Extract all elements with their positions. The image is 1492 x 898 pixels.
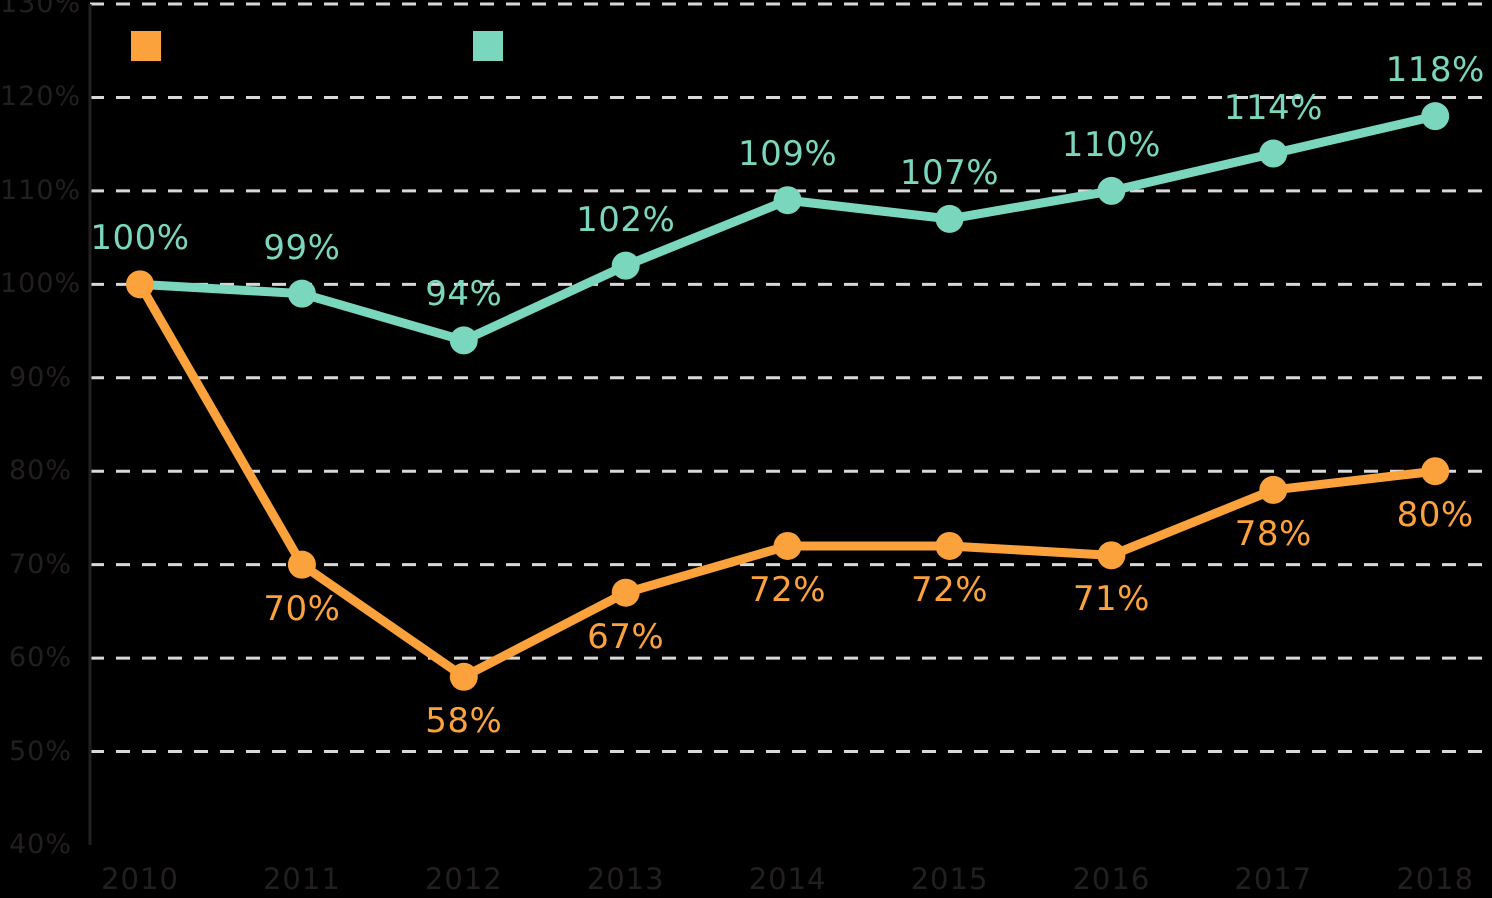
data-point-marker[interactable] — [935, 204, 964, 233]
data-point-marker[interactable] — [1259, 139, 1288, 168]
x-axis-tick-label: 2011 — [262, 862, 341, 896]
data-label: 102% — [576, 199, 676, 240]
data-point-marker[interactable] — [1097, 541, 1126, 570]
data-label: 109% — [737, 134, 838, 175]
y-axis-tick-label: 50% — [8, 735, 72, 767]
y-axis-tick-label: 90% — [8, 361, 72, 393]
data-label: 99% — [263, 227, 341, 268]
data-point-marker[interactable] — [1259, 475, 1288, 504]
x-axis-tick-label: 2017 — [1234, 862, 1313, 896]
y-axis-tick-label: 130% — [0, 0, 82, 19]
data-label: 100% — [90, 218, 190, 259]
data-point-marker[interactable] — [611, 251, 640, 280]
legend-swatch-teal[interactable] — [473, 31, 503, 61]
data-point-marker[interactable] — [287, 550, 316, 579]
data-label: 78% — [1234, 513, 1312, 554]
x-axis-tick-label: 2016 — [1072, 862, 1151, 896]
data-point-marker[interactable] — [449, 662, 478, 691]
x-axis-tick-label: 2014 — [748, 862, 827, 896]
data-point-marker[interactable] — [287, 279, 316, 308]
y-axis-tick-label: 100% — [0, 268, 82, 300]
data-label: 107% — [899, 152, 1000, 193]
data-point-marker[interactable] — [449, 326, 478, 355]
y-axis-tick-label: 80% — [8, 455, 72, 487]
data-label: 70% — [263, 588, 341, 629]
y-axis-tick-label: 60% — [8, 642, 72, 674]
data-point-marker[interactable] — [1421, 457, 1450, 486]
y-axis-tick-label: 120% — [0, 81, 82, 113]
data-label: 71% — [1072, 579, 1150, 620]
x-axis-tick-label: 2018 — [1396, 862, 1475, 896]
data-point-marker[interactable] — [126, 270, 154, 299]
data-label: 118% — [1385, 50, 1485, 91]
data-point-marker[interactable] — [773, 531, 802, 560]
data-label: 110% — [1061, 124, 1161, 165]
data-point-marker[interactable] — [611, 578, 640, 607]
data-point-marker[interactable] — [1421, 102, 1450, 131]
x-axis-tick-label: 2013 — [586, 862, 665, 896]
data-point-marker[interactable] — [935, 531, 964, 560]
data-label: 114% — [1223, 87, 1323, 128]
data-label: 80% — [1396, 495, 1474, 536]
data-label: 72% — [749, 569, 827, 610]
legend-swatch-orange[interactable] — [131, 31, 161, 61]
y-axis-tick-label: 70% — [8, 548, 72, 580]
data-point-marker[interactable] — [1097, 176, 1126, 205]
y-axis-tick-label: 40% — [8, 829, 72, 860]
data-label: 94% — [425, 274, 503, 315]
y-axis-tick-label: 110% — [0, 174, 82, 206]
data-label: 72% — [910, 569, 989, 610]
data-point-marker[interactable] — [773, 186, 802, 215]
x-axis-tick-label: 2012 — [424, 862, 503, 896]
data-label: 58% — [425, 700, 503, 741]
x-axis-tick-label: 2010 — [101, 862, 179, 896]
data-label: 67% — [587, 616, 665, 657]
x-axis-tick-label: 2015 — [910, 862, 989, 896]
